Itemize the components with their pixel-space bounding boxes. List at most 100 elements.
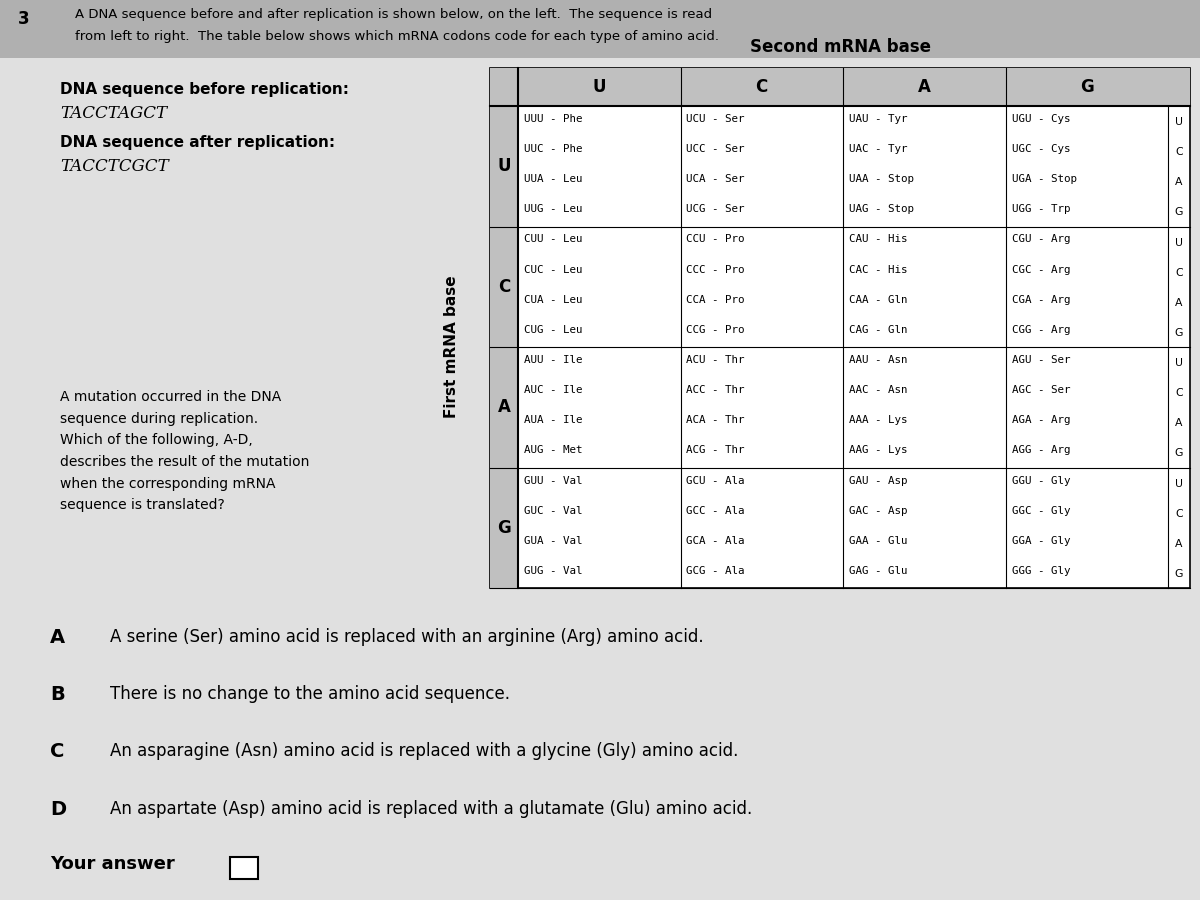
Text: AAC - Asn: AAC - Asn [850,385,907,395]
Bar [490,347,518,467]
Text: AAU - Asn: AAU - Asn [850,355,907,365]
Bar [230,857,258,879]
Text: UAC - Tyr: UAC - Tyr [850,144,907,154]
Text: UUG - Leu: UUG - Leu [524,204,582,214]
Text: UGU - Cys: UGU - Cys [1012,114,1070,124]
Bar [490,467,518,588]
Text: GAC - Asp: GAC - Asp [850,506,907,516]
Text: CAC - His: CAC - His [850,265,907,274]
Text: GGG - Gly: GGG - Gly [1012,566,1070,576]
Text: A: A [498,398,510,416]
Text: AUA - Ile: AUA - Ile [524,415,582,426]
Text: UCG - Ser: UCG - Ser [686,204,745,214]
Text: CAG - Gln: CAG - Gln [850,325,907,335]
Text: G: G [1175,328,1183,338]
Text: C: C [50,742,65,761]
Text: UCA - Ser: UCA - Ser [686,175,745,184]
Bar [490,227,518,347]
Bar [0,0,1200,58]
Text: G: G [1175,207,1183,218]
Text: C: C [1175,388,1183,398]
Text: A mutation occurred in the DNA
sequence during replication.
Which of the followi: A mutation occurred in the DNA sequence … [60,390,310,512]
Text: C: C [1175,508,1183,518]
Text: GUA - Val: GUA - Val [524,536,582,545]
Text: GAU - Asp: GAU - Asp [850,475,907,485]
Text: D: D [50,800,66,819]
Text: C: C [1175,267,1183,277]
Text: DNA sequence before replication:: DNA sequence before replication: [60,82,349,97]
Text: There is no change to the amino acid sequence.: There is no change to the amino acid seq… [110,685,510,703]
Text: 3: 3 [18,10,30,28]
Text: A: A [1175,177,1183,187]
Text: C: C [498,278,510,296]
Text: G: G [1175,448,1183,458]
Text: ACA - Thr: ACA - Thr [686,415,745,426]
Text: An asparagine (Asn) amino acid is replaced with a glycine (Gly) amino acid.: An asparagine (Asn) amino acid is replac… [110,742,738,760]
Text: UGA - Stop: UGA - Stop [1012,175,1076,184]
Text: UAG - Stop: UAG - Stop [850,204,914,214]
Text: CUU - Leu: CUU - Leu [524,235,582,245]
Text: GGU - Gly: GGU - Gly [1012,475,1070,485]
Text: CGG - Arg: CGG - Arg [1012,325,1070,335]
Text: U: U [1175,358,1183,368]
Text: First mRNA base: First mRNA base [444,275,460,418]
Text: GGC - Gly: GGC - Gly [1012,506,1070,516]
Text: CCA - Pro: CCA - Pro [686,295,745,305]
Text: B: B [50,685,65,704]
Text: UUU - Phe: UUU - Phe [524,114,582,124]
Text: CAA - Gln: CAA - Gln [850,295,907,305]
Text: A serine (Ser) amino acid is replaced with an arginine (Arg) amino acid.: A serine (Ser) amino acid is replaced wi… [110,628,703,646]
Text: Your answer: Your answer [50,855,175,873]
Text: A: A [1175,418,1183,428]
Text: UUA - Leu: UUA - Leu [524,175,582,184]
Text: UUC - Phe: UUC - Phe [524,144,582,154]
Text: A: A [1175,539,1183,549]
Text: G: G [497,518,511,536]
Text: AUC - Ile: AUC - Ile [524,385,582,395]
Text: An aspartate (Asp) amino acid is replaced with a glutamate (Glu) amino acid.: An aspartate (Asp) amino acid is replace… [110,800,752,818]
Text: AGC - Ser: AGC - Ser [1012,385,1070,395]
Text: CUA - Leu: CUA - Leu [524,295,582,305]
Text: GUC - Val: GUC - Val [524,506,582,516]
Text: GCA - Ala: GCA - Ala [686,536,745,545]
Text: UCU - Ser: UCU - Ser [686,114,745,124]
Text: UAU - Tyr: UAU - Tyr [850,114,907,124]
Text: G: G [1175,569,1183,579]
Text: UGG - Trp: UGG - Trp [1012,204,1070,214]
Text: AUG - Met: AUG - Met [524,446,582,455]
Text: AGA - Arg: AGA - Arg [1012,415,1070,426]
Text: ACC - Thr: ACC - Thr [686,385,745,395]
Text: AGU - Ser: AGU - Ser [1012,355,1070,365]
Text: UGC - Cys: UGC - Cys [1012,144,1070,154]
Text: ACG - Thr: ACG - Thr [686,446,745,455]
Text: C: C [756,78,768,96]
Text: CCC - Pro: CCC - Pro [686,265,745,274]
Text: CUC - Leu: CUC - Leu [524,265,582,274]
Text: U: U [593,78,606,96]
Text: A: A [50,628,65,647]
Bar [490,68,1190,588]
Text: CCU - Pro: CCU - Pro [686,235,745,245]
Text: CUG - Leu: CUG - Leu [524,325,582,335]
Text: A: A [918,78,931,96]
Text: C: C [1175,147,1183,158]
Text: UCC - Ser: UCC - Ser [686,144,745,154]
Text: A DNA sequence before and after replication is shown below, on the left.  The se: A DNA sequence before and after replicat… [74,8,712,21]
Text: A: A [1175,298,1183,308]
Text: TACCTAGCT: TACCTAGCT [60,105,167,122]
Text: GAA - Glu: GAA - Glu [850,536,907,545]
Text: from left to right.  The table below shows which mRNA codons code for each type : from left to right. The table below show… [74,30,719,43]
Bar [490,106,518,227]
Text: U: U [1175,238,1183,248]
Text: GUU - Val: GUU - Val [524,475,582,485]
Bar [490,68,1190,106]
Text: CGA - Arg: CGA - Arg [1012,295,1070,305]
Text: TACCTCGCT: TACCTCGCT [60,158,169,175]
Text: CGU - Arg: CGU - Arg [1012,235,1070,245]
Text: AAA - Lys: AAA - Lys [850,415,907,426]
Text: GCC - Ala: GCC - Ala [686,506,745,516]
Text: ACU - Thr: ACU - Thr [686,355,745,365]
Text: Second mRNA base: Second mRNA base [750,38,930,56]
Text: G: G [1080,78,1093,96]
Text: CGC - Arg: CGC - Arg [1012,265,1070,274]
